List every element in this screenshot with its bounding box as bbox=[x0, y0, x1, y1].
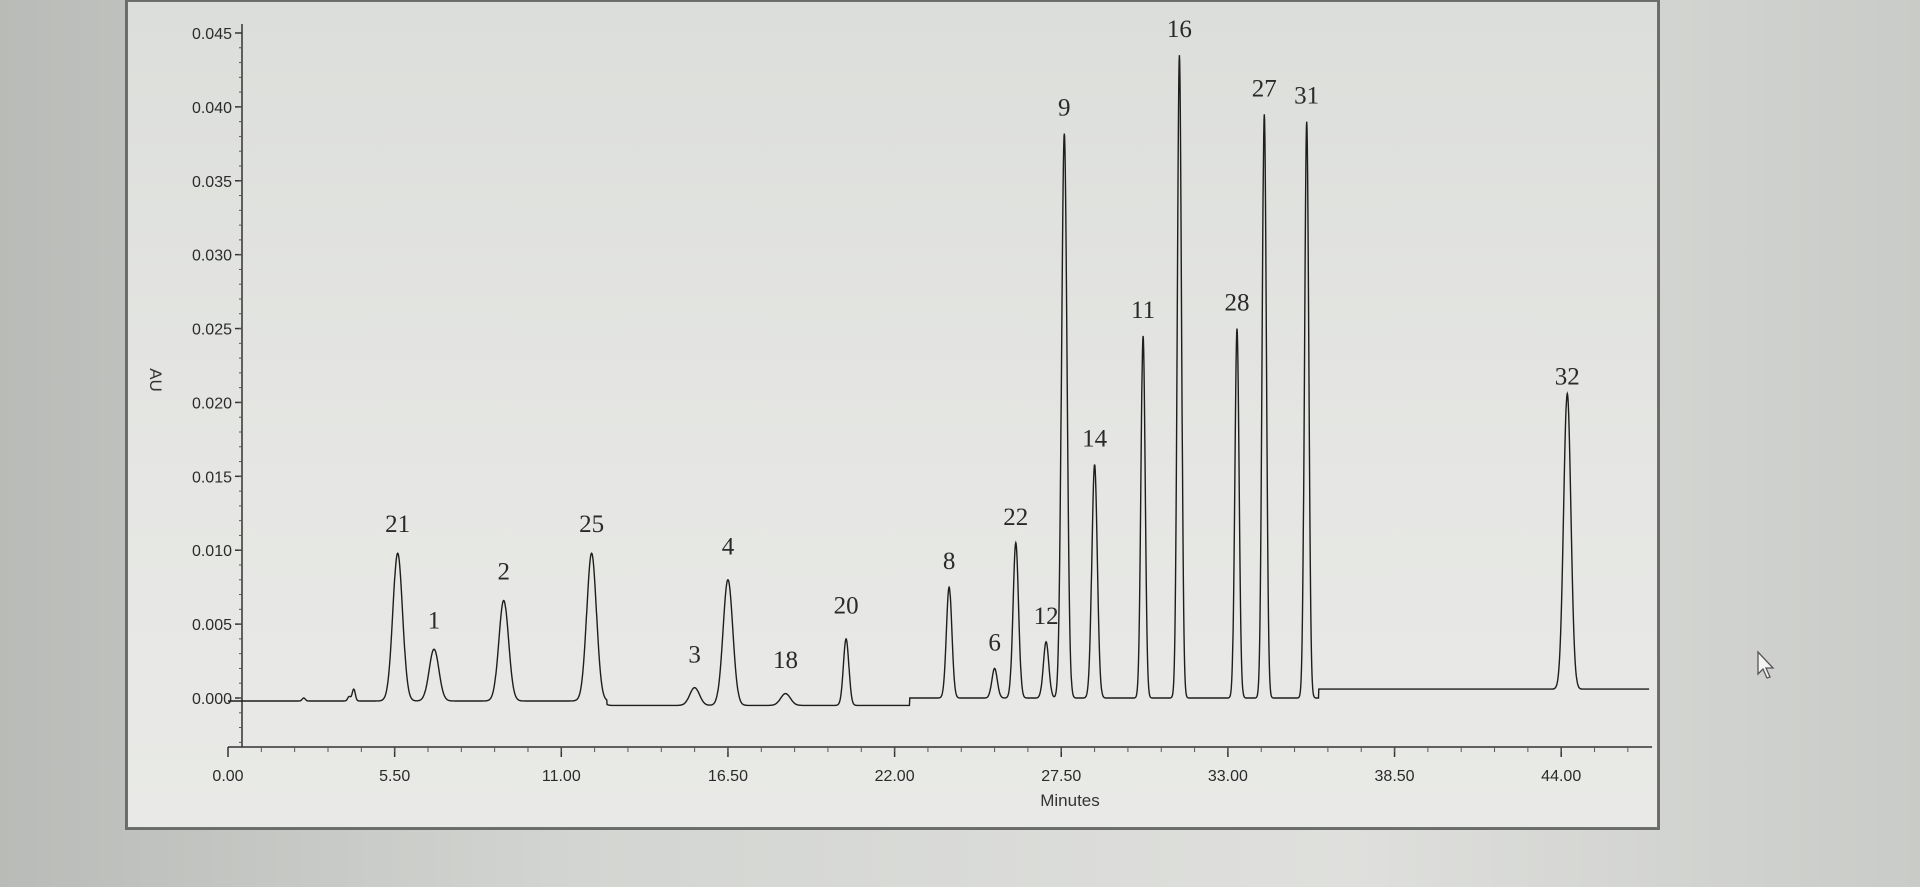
peak-label-2: 2 bbox=[497, 559, 510, 586]
y-tick-label: 0.010 bbox=[192, 543, 232, 560]
peak-label-31: 31 bbox=[1294, 83, 1319, 110]
peak-label-1: 1 bbox=[428, 607, 441, 634]
x-tick-label: 22.00 bbox=[875, 768, 915, 785]
peak-label-32: 32 bbox=[1555, 363, 1580, 390]
peak-label-28: 28 bbox=[1224, 290, 1249, 317]
peak-label-4: 4 bbox=[722, 533, 735, 560]
peak-label-18: 18 bbox=[773, 647, 798, 674]
peak-label-22: 22 bbox=[1003, 504, 1028, 531]
x-axis-title: Minutes bbox=[1040, 791, 1100, 810]
x-tick-label: 11.00 bbox=[542, 768, 581, 785]
peak-label-12: 12 bbox=[1034, 603, 1059, 630]
plot-frame bbox=[125, 0, 1660, 830]
chromatogram-trace bbox=[228, 55, 1650, 707]
y-tick-label: 0.025 bbox=[192, 322, 232, 339]
peak-label-14: 14 bbox=[1082, 426, 1108, 453]
y-tick-label: 0.005 bbox=[192, 617, 232, 634]
y-axis-title: AU bbox=[146, 368, 165, 392]
peak-label-3: 3 bbox=[688, 641, 701, 668]
peak-label-8: 8 bbox=[943, 548, 956, 575]
peak-label-20: 20 bbox=[834, 592, 859, 619]
x-tick-label: 0.00 bbox=[212, 768, 243, 785]
monitor-screen bbox=[126, 0, 1659, 829]
x-tick-label: 27.50 bbox=[1041, 768, 1081, 785]
peak-label-25: 25 bbox=[579, 511, 604, 538]
peak-label-9: 9 bbox=[1058, 94, 1071, 121]
x-tick-label: 33.00 bbox=[1208, 768, 1248, 785]
x-tick-label: 5.50 bbox=[379, 768, 410, 785]
y-tick-label: 0.000 bbox=[192, 691, 232, 708]
peak-label-16: 16 bbox=[1167, 16, 1192, 43]
peak-label-6: 6 bbox=[988, 629, 1001, 656]
mouse-pointer-icon bbox=[1757, 650, 1775, 679]
y-tick-label: 0.045 bbox=[192, 26, 232, 43]
peak-label-21: 21 bbox=[385, 511, 410, 538]
y-tick-label: 0.020 bbox=[192, 395, 232, 412]
y-tick-label: 0.030 bbox=[192, 248, 232, 265]
y-tick-label: 0.035 bbox=[192, 174, 232, 191]
peak-label-11: 11 bbox=[1131, 297, 1155, 324]
x-tick-label: 44.00 bbox=[1541, 768, 1581, 785]
x-tick-label: 16.50 bbox=[708, 768, 748, 785]
peak-label-27: 27 bbox=[1252, 75, 1277, 102]
y-tick-label: 0.040 bbox=[192, 100, 232, 117]
y-tick-label: 0.015 bbox=[192, 469, 232, 486]
x-tick-label: 38.50 bbox=[1375, 768, 1415, 785]
